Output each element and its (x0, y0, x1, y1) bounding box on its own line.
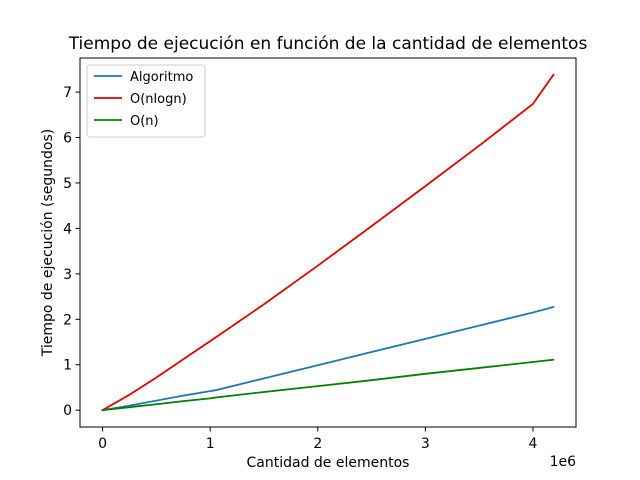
x-tick-label: 4 (529, 436, 538, 452)
legend-label-3: O(n) (130, 114, 159, 129)
series-line-1 (101, 305, 555, 412)
y-axis-title: Tiempo de ejecución (segundos) (40, 129, 56, 358)
legend-label-1: Algoritmo (130, 70, 193, 85)
y-tick-label: 4 (63, 221, 72, 237)
x-tick-label: 0 (98, 436, 107, 452)
axes-frame (79, 57, 577, 428)
x-axis-title: Cantidad de elementos (247, 455, 410, 471)
y-tick-label: 0 (63, 403, 72, 419)
x-tick-label: 2 (313, 436, 322, 452)
plot-area: 0 1 2 3 4 0 1 2 3 4 5 6 7 (63, 57, 577, 452)
series-line-3 (101, 358, 555, 412)
y-tick-label: 6 (63, 131, 72, 147)
legend-box (86, 64, 206, 138)
x-tick-label: 1 (206, 436, 215, 452)
y-tick-label: 3 (63, 267, 72, 283)
chart-title: Tiempo de ejecución en función de la can… (68, 34, 588, 54)
series-line-2 (101, 73, 555, 412)
legend-label-2: O(nlogn) (130, 92, 187, 107)
legend: Algoritmo O(nlogn) O(n) (86, 64, 206, 138)
y-tick-label: 5 (63, 176, 72, 192)
x-axis-offset-label: 1e6 (550, 454, 577, 470)
y-tick-label: 7 (63, 85, 72, 101)
y-tick-label: 1 (63, 358, 72, 374)
y-tick-label: 2 (63, 312, 72, 328)
x-tick-label: 3 (421, 436, 430, 452)
